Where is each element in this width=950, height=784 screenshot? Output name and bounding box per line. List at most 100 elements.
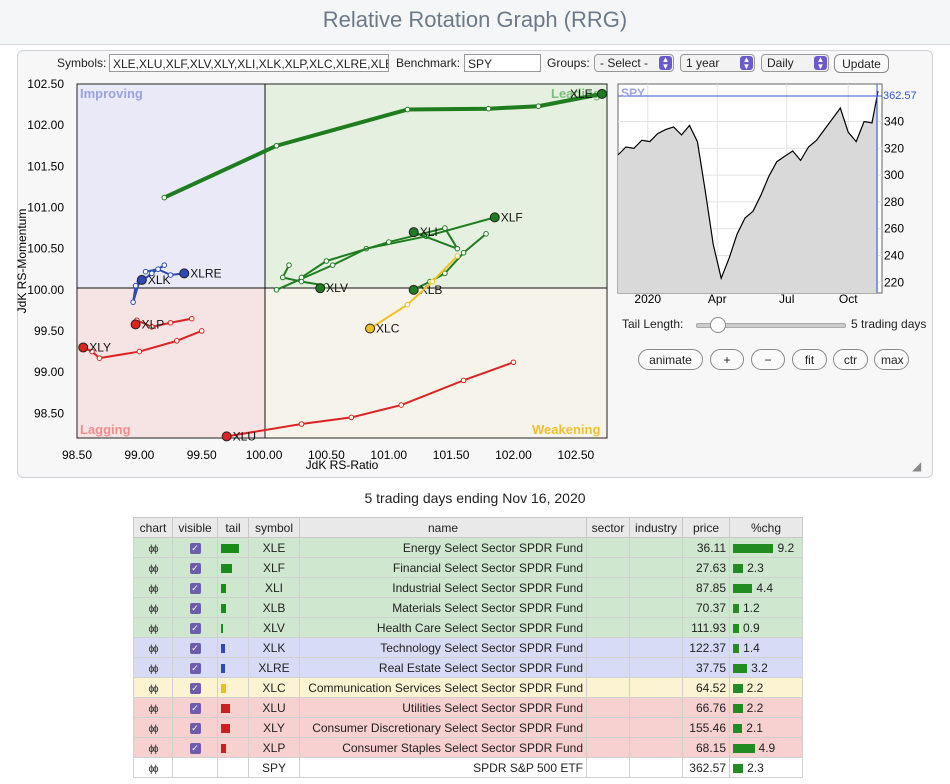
chart-cell[interactable]: ɸɸ xyxy=(133,697,173,718)
zoom-out-button[interactable]: − xyxy=(751,349,785,370)
candlestick-chart-icon[interactable]: ɸɸ xyxy=(148,743,159,755)
visible-checkbox[interactable]: ✓ xyxy=(189,602,201,614)
symbol-cell[interactable]: XLC xyxy=(248,677,300,698)
head-point[interactable] xyxy=(408,284,419,295)
series-xlp[interactable]: XLP xyxy=(130,315,195,331)
series-xlre[interactable]: XLRE xyxy=(142,266,222,280)
chart-cell[interactable]: ɸɸ xyxy=(133,677,173,698)
visible-checkbox[interactable]: ✓ xyxy=(189,722,201,734)
symbol-cell[interactable]: XLB xyxy=(248,597,300,618)
series-xle[interactable]: XLE xyxy=(161,87,608,201)
candlestick-chart-icon[interactable]: ɸɸ xyxy=(148,603,159,615)
visible-cell[interactable]: ✓ xyxy=(172,577,218,598)
header-chart[interactable]: chart xyxy=(133,517,173,538)
candlestick-chart-icon[interactable]: ɸɸ xyxy=(148,543,159,555)
candlestick-chart-icon[interactable]: ɸɸ xyxy=(148,583,159,595)
series-xlv[interactable]: XLV xyxy=(279,262,348,295)
head-point[interactable] xyxy=(136,274,147,285)
head-point[interactable] xyxy=(179,268,190,279)
header-sector[interactable]: sector xyxy=(586,517,630,538)
candlestick-chart-icon[interactable]: ɸɸ xyxy=(148,663,159,675)
symbol-cell[interactable]: XLRE xyxy=(248,657,300,678)
animate-button[interactable]: animate xyxy=(638,349,703,370)
visible-checkbox[interactable]: ✓ xyxy=(189,662,201,674)
symbol-cell[interactable]: XLI xyxy=(248,577,300,598)
zoom-in-button[interactable]: + xyxy=(710,349,744,370)
visible-checkbox[interactable]: ✓ xyxy=(189,622,201,634)
visible-cell[interactable]: ✓ xyxy=(172,697,218,718)
fit-button[interactable]: fit xyxy=(792,349,827,370)
series-xlu[interactable]: XLU xyxy=(221,359,517,443)
chart-cell[interactable]: ɸɸ xyxy=(133,717,173,738)
series-xlc[interactable]: XLC xyxy=(365,253,461,336)
visible-checkbox[interactable]: ✓ xyxy=(189,702,201,714)
chart-cell[interactable]: ɸɸ xyxy=(133,657,173,678)
chart-cell[interactable]: ɸɸ xyxy=(133,757,173,778)
header-industry[interactable]: industry xyxy=(629,517,683,538)
chart-cell[interactable]: ɸɸ xyxy=(133,617,173,638)
symbol-cell[interactable]: XLK xyxy=(248,637,300,658)
visible-cell[interactable]: ✓ xyxy=(172,637,218,658)
visible-cell[interactable]: ✓ xyxy=(172,617,218,638)
series-xli[interactable]: XLI xyxy=(298,225,461,281)
chart-cell[interactable]: ɸɸ xyxy=(133,637,173,658)
visible-checkbox[interactable]: ✓ xyxy=(189,582,201,594)
head-point[interactable] xyxy=(130,319,141,330)
candlestick-chart-icon[interactable]: ɸɸ xyxy=(148,643,159,655)
chart-cell[interactable]: ɸɸ xyxy=(133,537,173,558)
header-visible[interactable]: visible xyxy=(172,517,218,538)
period-select[interactable]: 1 year ▲ ▼ xyxy=(680,54,755,72)
series-xlk[interactable]: XLK xyxy=(130,262,171,305)
candlestick-chart-icon[interactable]: ɸɸ xyxy=(148,703,159,715)
symbol-cell[interactable]: XLE xyxy=(248,537,300,558)
candlestick-chart-icon[interactable]: ɸɸ xyxy=(148,723,159,735)
candlestick-chart-icon[interactable]: ɸɸ xyxy=(148,683,159,695)
candlestick-chart-icon[interactable]: ɸɸ xyxy=(148,763,159,775)
chart-cell[interactable]: ɸɸ xyxy=(133,737,173,758)
chart-cell[interactable]: ɸɸ xyxy=(133,597,173,618)
header-pct-change[interactable]: %chg xyxy=(729,517,803,538)
symbol-cell[interactable]: SPY xyxy=(248,757,300,778)
series-xlb[interactable]: XLB xyxy=(408,231,489,297)
symbol-cell[interactable]: XLY xyxy=(248,717,300,738)
symbol-cell[interactable]: XLU xyxy=(248,697,300,718)
center-button[interactable]: ctr xyxy=(833,349,868,370)
head-point[interactable] xyxy=(78,342,89,353)
tail-length-slider[interactable] xyxy=(696,323,846,328)
visible-cell[interactable]: ✓ xyxy=(172,657,218,678)
symbols-input[interactable]: XLE,XLU,XLF,XLV,XLY,XLI,XLK,XLP,XLC,XLRE… xyxy=(109,54,389,72)
head-point[interactable] xyxy=(315,283,326,294)
visible-cell[interactable] xyxy=(172,757,218,778)
symbol-cell[interactable]: XLP xyxy=(248,737,300,758)
header-symbol[interactable]: symbol xyxy=(248,517,300,538)
visible-cell[interactable]: ✓ xyxy=(172,537,218,558)
visible-cell[interactable]: ✓ xyxy=(172,737,218,758)
head-point[interactable] xyxy=(408,227,419,238)
chart-cell[interactable]: ɸɸ xyxy=(133,577,173,598)
head-point[interactable] xyxy=(221,431,232,442)
visible-cell[interactable]: ✓ xyxy=(172,717,218,738)
header-price[interactable]: price xyxy=(682,517,730,538)
update-button[interactable]: Update xyxy=(834,54,889,73)
visible-checkbox[interactable]: ✓ xyxy=(189,642,201,654)
benchmark-input[interactable]: SPY xyxy=(464,54,541,72)
header-tail[interactable]: tail xyxy=(217,517,249,538)
chart-cell[interactable]: ɸɸ xyxy=(133,557,173,578)
max-button[interactable]: max xyxy=(874,349,909,370)
symbol-cell[interactable]: XLF xyxy=(248,557,300,578)
header-name[interactable]: name xyxy=(299,517,587,538)
candlestick-chart-icon[interactable]: ɸɸ xyxy=(148,623,159,635)
candlestick-chart-icon[interactable]: ɸɸ xyxy=(148,563,159,575)
symbol-cell[interactable]: XLV xyxy=(248,617,300,638)
head-point[interactable] xyxy=(597,88,608,99)
groups-select[interactable]: - Select - ▲ ▼ xyxy=(594,54,674,72)
series-xly[interactable]: XLY xyxy=(78,328,205,361)
visible-checkbox[interactable]: ✓ xyxy=(189,682,201,694)
visible-checkbox[interactable]: ✓ xyxy=(189,562,201,574)
visible-cell[interactable]: ✓ xyxy=(172,677,218,698)
visible-checkbox[interactable]: ✓ xyxy=(189,542,201,554)
head-point[interactable] xyxy=(489,212,500,223)
resize-handle-icon[interactable]: ◢ xyxy=(912,459,922,473)
visible-checkbox[interactable]: ✓ xyxy=(189,742,201,754)
visible-cell[interactable]: ✓ xyxy=(172,597,218,618)
